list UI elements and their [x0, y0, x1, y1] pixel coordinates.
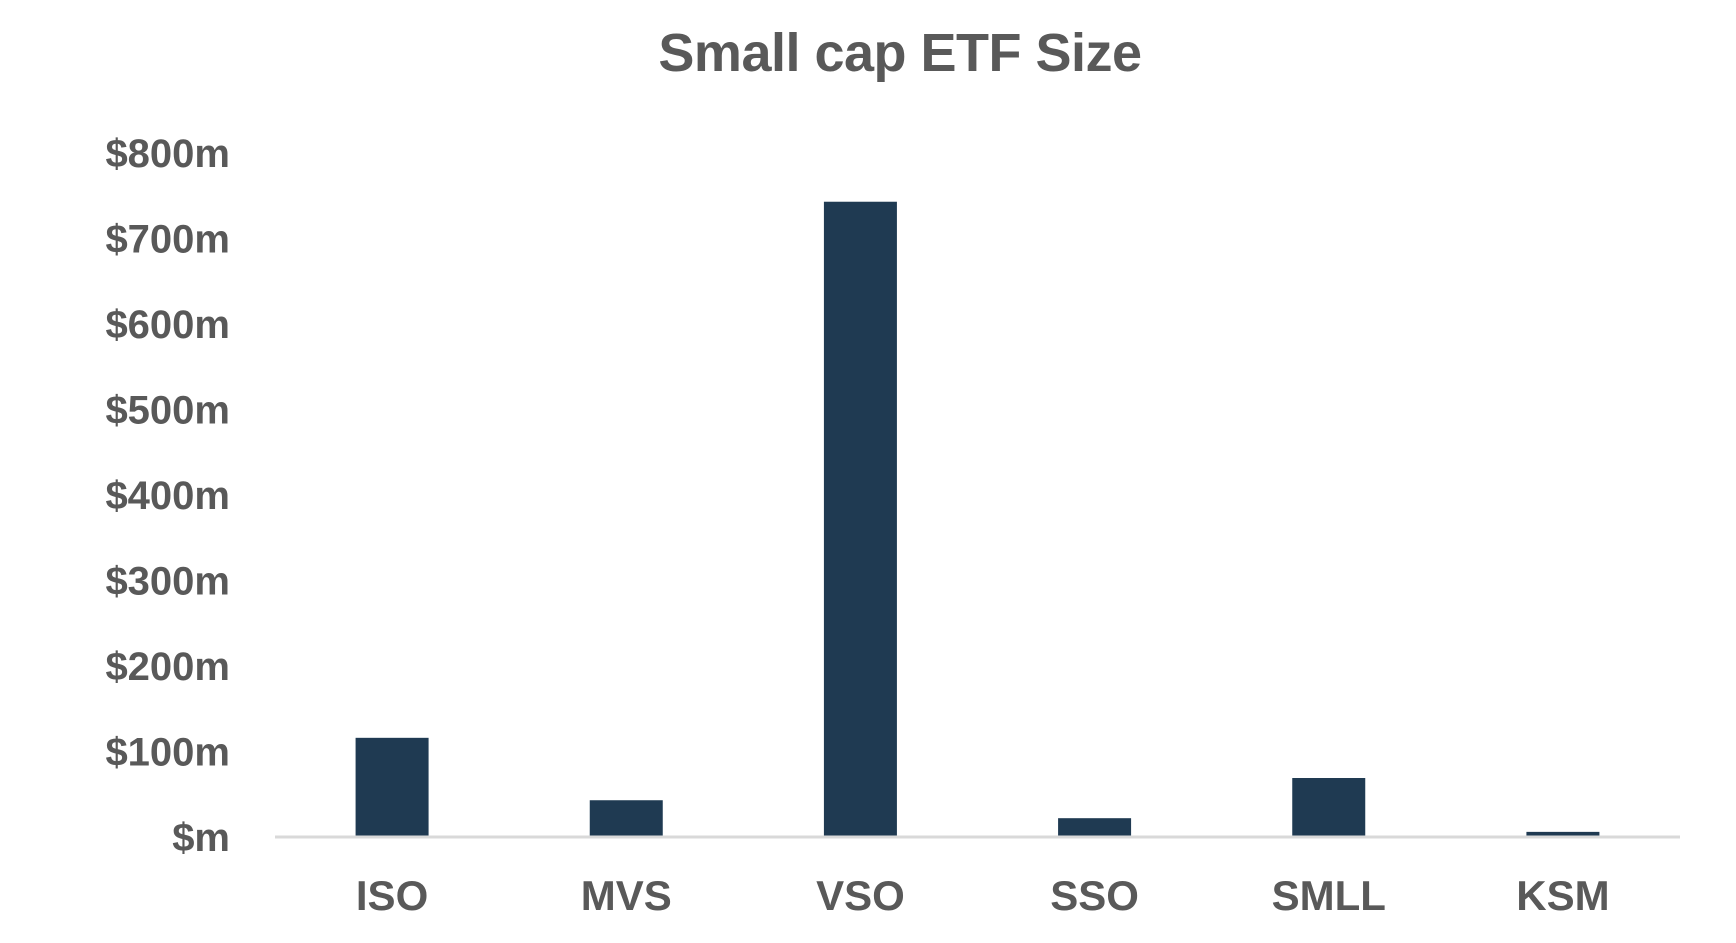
bar-iso: [355, 737, 429, 837]
x-tick-label: MVS: [581, 872, 672, 919]
y-axis-ticks: $m $100m $200m $300m $400m $500m $600m $700m $80…: [105, 132, 230, 860]
x-tick-label: VSO: [816, 872, 905, 919]
x-tick-label: KSM: [1516, 872, 1609, 919]
chart-title: Small cap ETF Size: [658, 23, 1142, 83]
x-axis-ticks: ISO MVS VSO SSO SMLL KSM: [356, 872, 1610, 919]
bar-ksm: [1526, 831, 1600, 837]
y-tick-label: $400m: [105, 474, 230, 518]
y-tick-label: $m: [172, 816, 230, 860]
x-tick-label: ISO: [356, 872, 428, 919]
x-tick-label: SMLL: [1272, 872, 1386, 919]
y-tick-label: $300m: [105, 560, 230, 604]
y-tick-label: $700m: [105, 218, 230, 262]
y-tick-label: $800m: [105, 132, 230, 176]
bar-sso: [1058, 818, 1132, 837]
y-tick-label: $600m: [105, 303, 230, 347]
bar-mvs: [589, 800, 663, 837]
bar-vso: [823, 201, 897, 838]
bars: [355, 201, 1600, 838]
y-tick-label: $100m: [105, 731, 230, 775]
bar-smll: [1292, 778, 1366, 837]
y-tick-label: $500m: [105, 389, 230, 433]
y-tick-label: $200m: [105, 645, 230, 689]
x-tick-label: SSO: [1050, 872, 1139, 919]
